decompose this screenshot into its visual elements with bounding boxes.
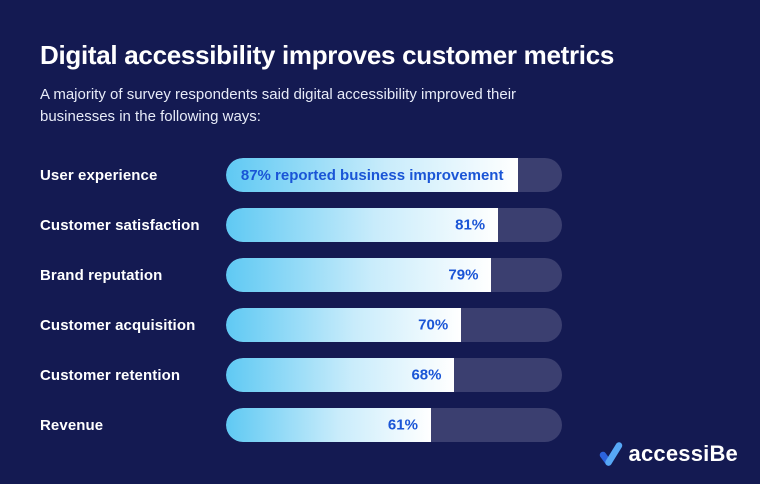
page-title: Digital accessibility improves customer … xyxy=(40,40,615,70)
bar-track: 81% xyxy=(226,208,562,242)
bar-row: Customer retention 68% xyxy=(40,350,760,400)
category-label: Customer satisfaction xyxy=(40,216,200,234)
bar-row: Customer acquisition 70% xyxy=(40,300,760,350)
bar-track: 79% xyxy=(226,258,562,292)
accessibe-check-icon xyxy=(599,442,622,466)
category-label: Brand reputation xyxy=(40,266,163,284)
logo-wordmark: accessiBe xyxy=(628,441,738,466)
category-label: Customer retention xyxy=(40,366,181,384)
bar-track: 68% xyxy=(226,358,562,392)
bar-chart: User experience 87% reported business imp… xyxy=(40,150,760,450)
content-area: Digital accessibility improves customer … xyxy=(40,40,760,450)
bar-fill: 81% xyxy=(226,208,499,242)
accessibe-logo: accessiBe xyxy=(598,441,738,467)
category-label: Customer acquisition xyxy=(40,316,196,334)
bar-value-label: 70% xyxy=(418,316,449,334)
bar-value-label: 81% xyxy=(455,216,486,234)
bar-fill: 61% xyxy=(226,408,431,442)
bar-fill: 87% reported business improvement xyxy=(226,158,519,192)
bar-fill: 79% xyxy=(226,258,492,292)
bar-value-label: 87% reported business improvement xyxy=(240,166,504,184)
subtitle: A majority of survey respondents said di… xyxy=(40,84,760,128)
bar-value-label: 79% xyxy=(448,266,479,284)
category-label: User experience xyxy=(40,166,158,184)
bar-row: Brand reputation 79% xyxy=(40,250,760,300)
bar-track: 61% xyxy=(226,408,562,442)
bar-row: User experience 87% reported business imp… xyxy=(40,150,760,200)
subtitle-line-1: A majority of survey respondents said di… xyxy=(40,86,517,103)
subtitle-line-2: businesses in the following ways: xyxy=(40,108,261,125)
bar-value-label: 61% xyxy=(387,416,418,434)
bar-track: 70% xyxy=(226,308,562,342)
bar-row: Revenue 61% xyxy=(40,400,760,450)
bar-row: Customer satisfaction 81% xyxy=(40,200,760,250)
bar-track: 87% reported business improvement xyxy=(226,158,562,192)
bar-fill: 70% xyxy=(226,308,462,342)
category-label: Revenue xyxy=(40,416,104,434)
bar-value-label: 68% xyxy=(411,366,442,384)
bar-fill: 68% xyxy=(226,358,455,392)
